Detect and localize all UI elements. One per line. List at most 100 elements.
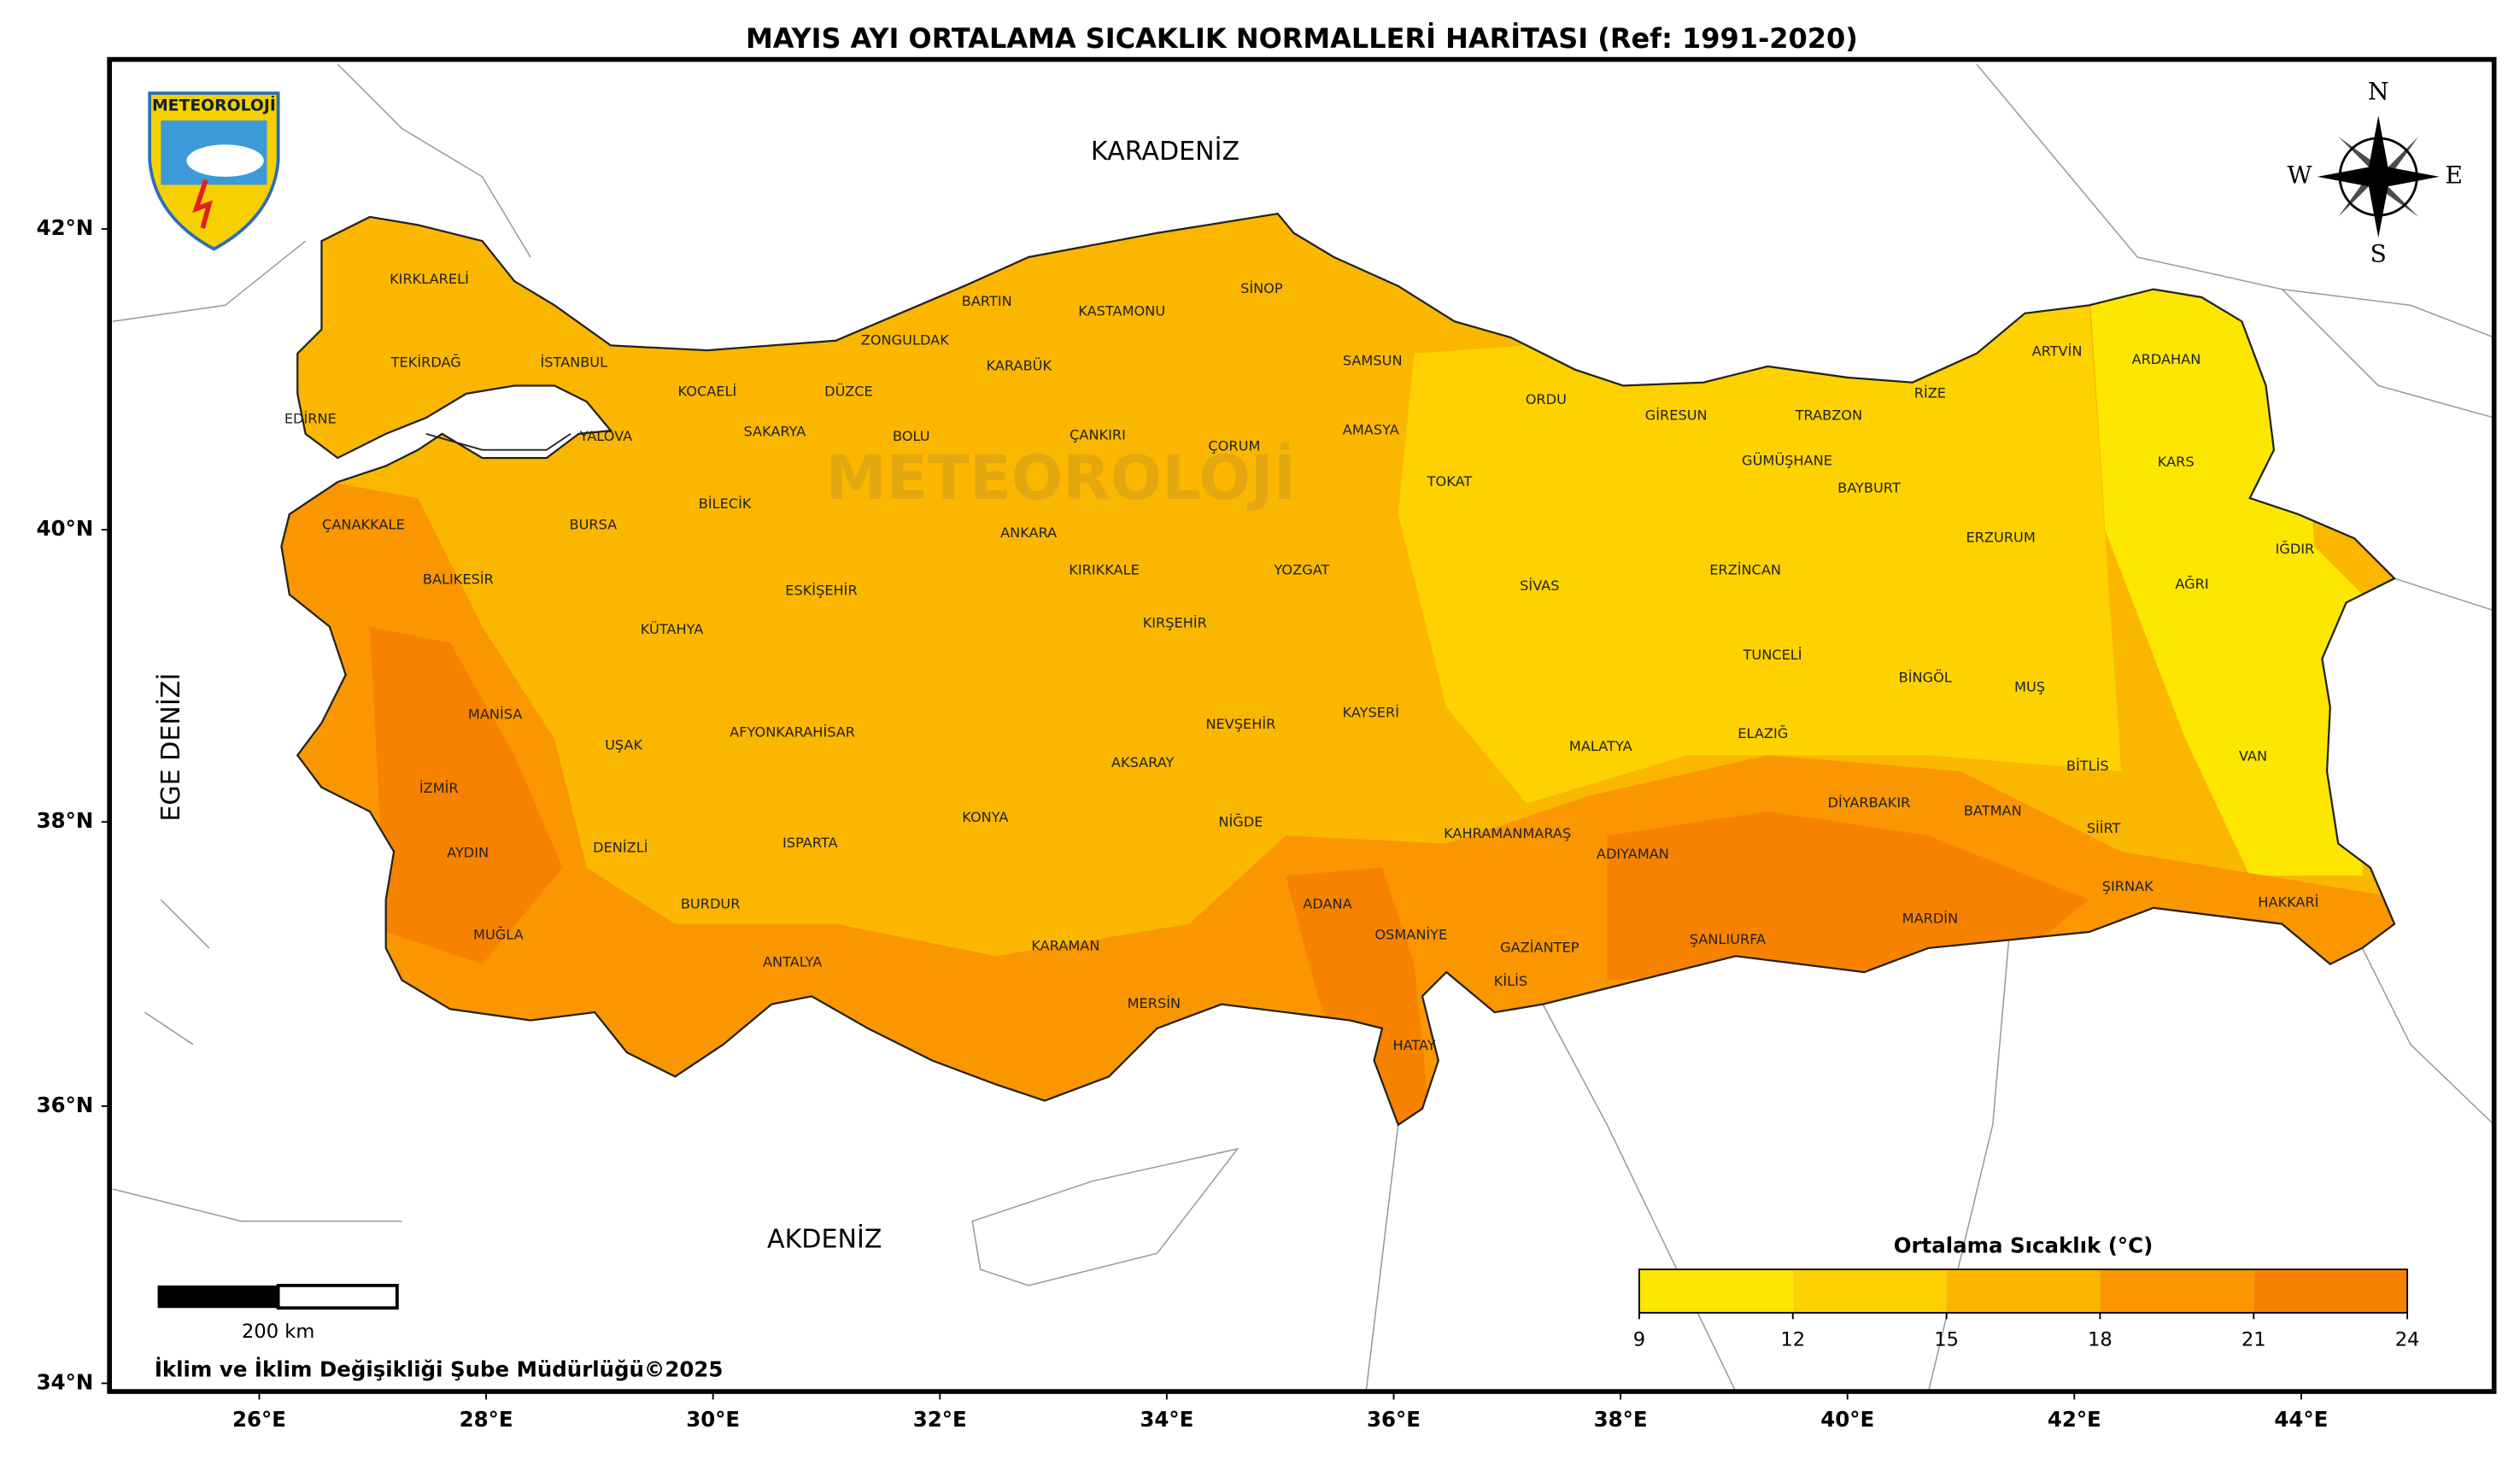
province-label: MANİSA	[468, 706, 522, 723]
province-label: ESKİŞEHİR	[785, 583, 857, 599]
logo-text: METEOROLOJİ	[152, 95, 276, 115]
legend-swatch	[1946, 1269, 2101, 1313]
province-label: BOLU	[893, 428, 930, 444]
province-label: ŞIRNAK	[2102, 878, 2154, 894]
legend-swatch	[1638, 1269, 1793, 1313]
province-label: TRABZON	[1795, 407, 1862, 424]
province-label: SAKARYA	[744, 424, 806, 440]
marmara-coast	[425, 432, 571, 451]
province-label: KOCAELİ	[678, 383, 737, 399]
logo-bolt	[192, 179, 213, 229]
province-label: KAYSERİ	[1343, 705, 1399, 721]
lon-tick-label: 42°E	[2048, 1407, 2101, 1432]
sea-label: KARADENİZ	[1091, 136, 1239, 167]
legend-tick-label: 9	[1633, 1328, 1645, 1351]
watermark: METEOROLOJİ	[825, 442, 1296, 513]
lat-tick-label: 34°N	[37, 1369, 94, 1394]
legend-tick-label: 12	[1780, 1328, 1805, 1351]
province-label: BATMAN	[1964, 802, 2022, 818]
province-label: NEVŞEHİR	[1205, 716, 1275, 732]
province-label: KİLİS	[1494, 973, 1527, 989]
legend-tick-label: 21	[2242, 1328, 2266, 1351]
province-label: BURSA	[569, 517, 617, 533]
logo-cloud	[186, 144, 264, 177]
province-label: IĞDIR	[2276, 541, 2315, 557]
lon-tick-label: 28°E	[460, 1407, 513, 1432]
province-label: SİVAS	[1520, 577, 1559, 594]
province-label: KIRIKKALE	[1069, 561, 1140, 577]
province-label: ÇANKIRI	[1070, 426, 1126, 442]
logo: METEOROLOJİ	[148, 91, 280, 251]
province-label: KIRKLARELİ	[390, 271, 469, 287]
province-label: KONYA	[962, 809, 1008, 825]
province-label: AMASYA	[1343, 422, 1399, 438]
province-label: ŞANLIURFA	[1690, 931, 1766, 947]
scale-bar: 200 km	[157, 1283, 399, 1343]
province-label: ELAZIĞ	[1738, 725, 1788, 741]
province-label: TOKAT	[1427, 473, 1473, 489]
province-label: HATAY	[1392, 1037, 1435, 1053]
scale-bar-white	[276, 1283, 399, 1310]
province-label: ZONGULDAK	[861, 331, 949, 348]
province-label: ÇANAKKALE	[322, 517, 405, 533]
legend-tick-label: 18	[2088, 1328, 2113, 1351]
legend-border	[1638, 1269, 2409, 1314]
province-label: İSTANBUL	[540, 354, 607, 371]
province-label: DİYARBAKIR	[1828, 794, 1911, 811]
sea-label: AKDENİZ	[767, 1224, 882, 1255]
legend-title: Ortalama Sıcaklık (°C)	[1894, 1233, 2154, 1258]
compass-s: S	[2371, 240, 2387, 268]
lon-tick-label: 30°E	[686, 1407, 740, 1432]
zone-21-24	[369, 626, 2089, 1125]
legend-swatch	[2253, 1269, 2408, 1313]
province-label: ANTALYA	[763, 953, 822, 970]
province-label: BURDUR	[681, 896, 741, 912]
province-label: AFYONKARAHİSAR	[730, 724, 855, 740]
lon-tick-label: 32°E	[913, 1407, 967, 1432]
province-label: BİTLİS	[2066, 758, 2109, 774]
compass-e: E	[2445, 161, 2463, 189]
province-label: BALIKESİR	[423, 571, 494, 588]
lon-tick-label: 38°E	[1594, 1407, 1648, 1432]
neighbor-borders	[112, 63, 2495, 1392]
province-label: AKSARAY	[1111, 754, 1175, 771]
province-label: ADIYAMAN	[1597, 846, 1669, 862]
lon-tick-label: 34°E	[1140, 1407, 1193, 1432]
province-label: UŞAK	[605, 736, 642, 753]
province-label: GÜMÜŞHANE	[1742, 452, 1832, 468]
lon-tick-label: 44°E	[2274, 1407, 2328, 1432]
province-label: KÜTAHYA	[641, 621, 703, 637]
province-label: DENİZLİ	[593, 840, 648, 856]
zone-12-15	[1398, 305, 2122, 804]
scale-label: 200 km	[242, 1321, 314, 1343]
province-label: EDİRNE	[284, 410, 337, 426]
credit: İklim ve İklim Değişikliği Şube Müdürlüğ…	[155, 1357, 724, 1382]
lat-tick-label: 42°N	[37, 215, 94, 240]
province-label: GAZİANTEP	[1500, 939, 1579, 955]
province-label: RİZE	[1914, 384, 1946, 401]
province-label: ISPARTA	[782, 835, 838, 851]
lat-tick-label: 40°N	[37, 516, 94, 541]
generated: 26°E 28°E 30°E 32°E 34°E 36°E 38°E 40°E 42°E 44°E…	[37, 215, 2420, 1432]
lat-tick-label: 36°N	[37, 1093, 94, 1117]
compass-w: W	[2288, 161, 2312, 189]
map-frame	[107, 56, 2497, 1394]
province-label: SİİRT	[2087, 820, 2121, 836]
province-label: TEKİRDAĞ	[390, 354, 461, 371]
province-label: ERZURUM	[1966, 530, 2036, 546]
province-label: İZMİR	[419, 780, 459, 796]
province-label: BARTIN	[962, 293, 1012, 309]
legend-swatch	[2100, 1269, 2254, 1313]
province-label: MERSİN	[1128, 995, 1181, 1011]
legend-swatch	[1792, 1269, 1947, 1313]
province-label: ANKARA	[1000, 524, 1057, 541]
lat-tick-label: 38°N	[37, 808, 94, 833]
province-label: MARDİN	[1902, 910, 1959, 926]
province-label: GİRESUN	[1645, 407, 1708, 424]
province-label: MUŞ	[2014, 679, 2045, 695]
province-label: SİNOP	[1240, 280, 1283, 296]
lon-tick-label: 40°E	[1820, 1407, 1874, 1432]
province-label: ORDU	[1526, 391, 1567, 407]
